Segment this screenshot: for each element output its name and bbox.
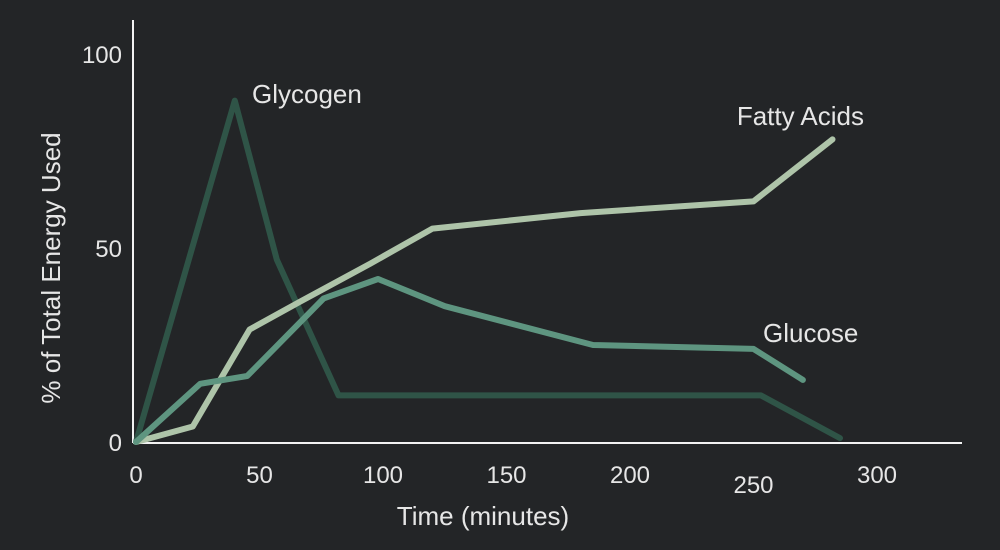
glucose-series-label: Glucose bbox=[763, 318, 858, 348]
y-tick-labels: 0 50 100 bbox=[82, 42, 122, 457]
x-tick-label-250: 250 bbox=[733, 472, 773, 499]
fatty-acids-series-label: Fatty Acids bbox=[737, 101, 864, 131]
glycogen-series-label: Glycogen bbox=[252, 79, 362, 109]
fatty-acids-series-line bbox=[133, 136, 836, 445]
y-tick-label-0: 0 bbox=[109, 430, 122, 457]
x-tick-label-300: 300 bbox=[857, 462, 897, 489]
y-tick-label-100: 100 bbox=[82, 42, 122, 69]
x-tick-label-100: 100 bbox=[363, 462, 403, 489]
series-labels: Glycogen Fatty Acids Glucose bbox=[252, 79, 864, 348]
glucose-series-line bbox=[133, 276, 806, 445]
x-tick-labels: 0 50 100 150 200 250 300 bbox=[129, 462, 897, 499]
x-axis-title: Time (minutes) bbox=[397, 501, 569, 531]
glycogen-series-line bbox=[133, 97, 843, 445]
y-axis-title: % of Total Energy Used bbox=[36, 132, 66, 403]
y-tick-label-50: 50 bbox=[95, 236, 122, 263]
x-tick-label-150: 150 bbox=[486, 462, 526, 489]
x-tick-label-0: 0 bbox=[129, 462, 142, 489]
series-lines bbox=[133, 97, 843, 445]
x-tick-label-200: 200 bbox=[610, 462, 650, 489]
x-tick-label-50: 50 bbox=[246, 462, 273, 489]
